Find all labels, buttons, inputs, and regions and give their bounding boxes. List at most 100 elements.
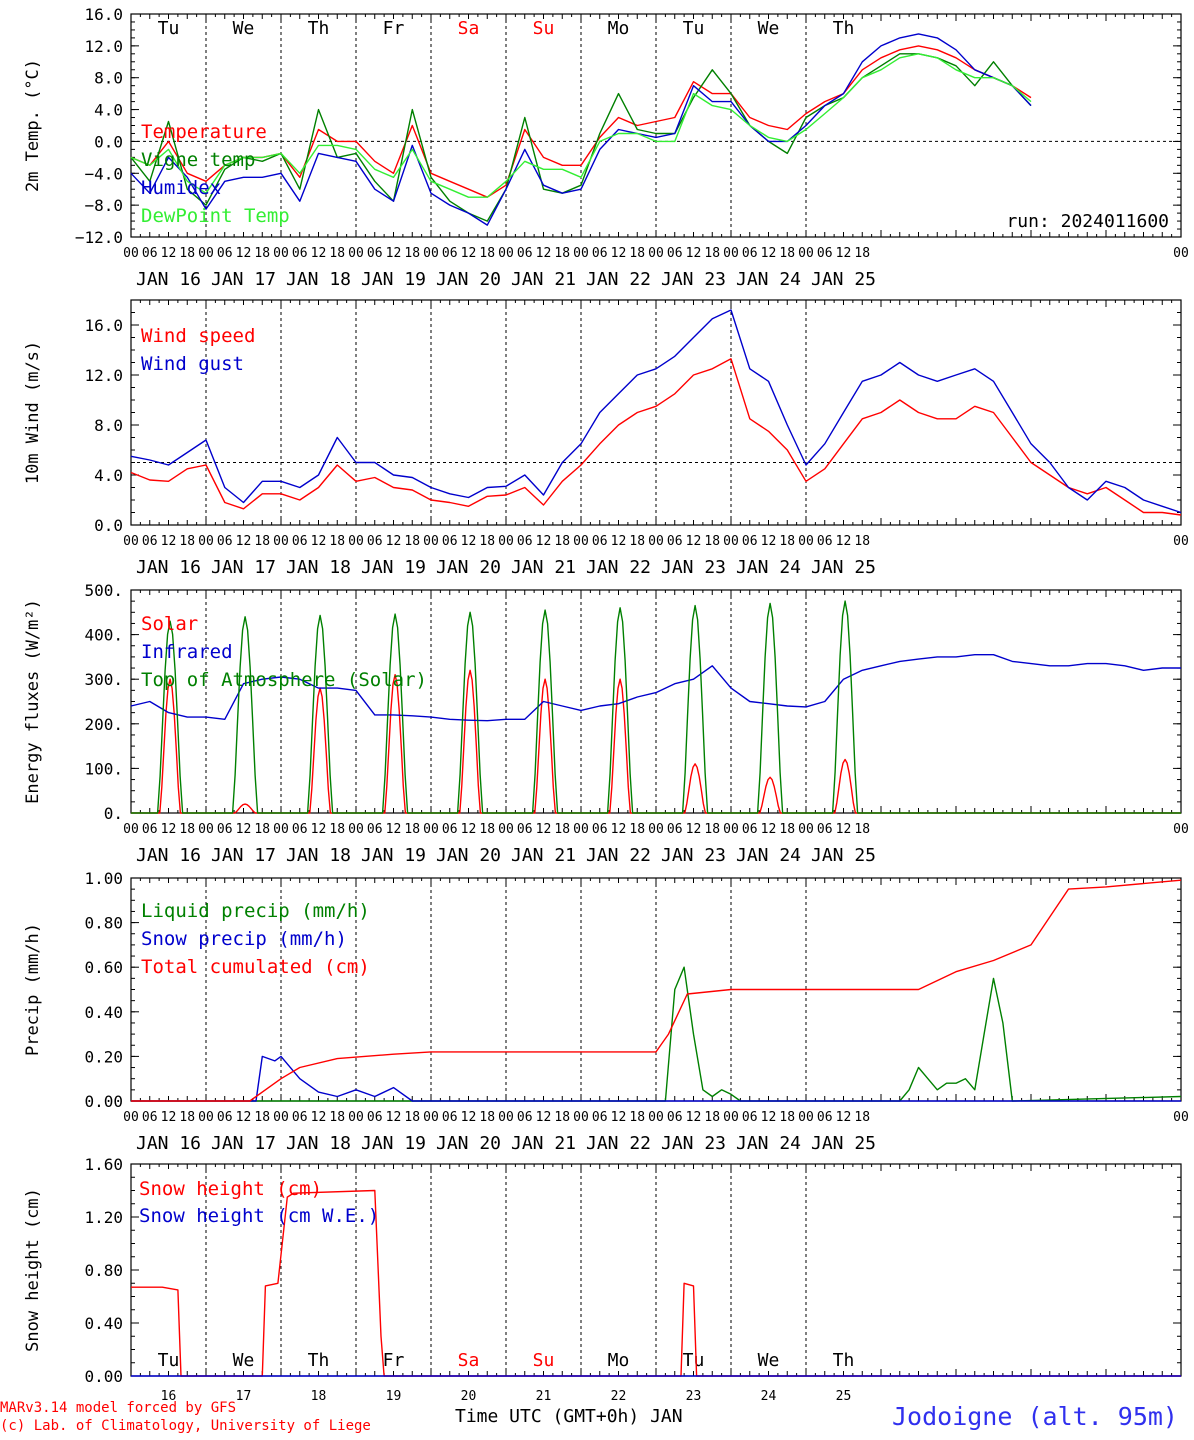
date-label: JAN 18 [286,269,351,290]
plot-frame [130,589,1182,814]
series-line-dewpoint-temp [130,53,1032,198]
hour-tick-label: 00 [573,1110,589,1125]
y-tick-label: 0.20 [84,1047,123,1066]
hour-tick-label: 06 [742,246,758,261]
hour-tick-label: 18 [704,246,720,261]
hour-tick-label: 12 [161,1110,177,1125]
weekday-label: Mo [608,18,630,39]
hour-tick-label: 00 [723,246,739,261]
y-axis-label: 10m Wind (m/s) [23,341,43,484]
hour-tick-label: 00 [198,822,214,837]
y-tick-label: 300. [84,670,123,689]
date-label: JAN 20 [436,845,501,866]
date-label: JAN 25 [811,1133,876,1154]
credit-line-model: MARv3.14 model forced by GFS [0,1400,237,1416]
hour-tick-label: 18 [554,1110,570,1125]
date-label: JAN 23 [661,269,726,290]
date-label: JAN 23 [661,1133,726,1154]
hour-tick-label: 12 [236,1110,252,1125]
date-label: JAN 21 [511,269,576,290]
hour-tick-label: 12 [236,534,252,549]
hour-tick-label: 12 [536,822,552,837]
hour-tick-label: 12 [836,1110,852,1125]
hour-tick-label: 06 [817,534,833,549]
date-label: JAN 16 [136,1133,201,1154]
hour-tick-label: 00 [123,534,139,549]
hour-tick-label: 00 [423,822,439,837]
hour-tick-label: 00 [348,1110,364,1125]
hour-tick-label: 18 [329,534,345,549]
hour-tick-label: 12 [386,1110,402,1125]
date-label: JAN 19 [361,1133,426,1154]
hour-tick-label: 12 [686,822,702,837]
hour-tick-label: 18 [254,1110,270,1125]
hour-tick-label: 00 [198,1110,214,1125]
weekday-label: Fr [383,1350,405,1371]
hour-tick-label: 06 [367,1110,383,1125]
date-label: JAN 22 [586,845,651,866]
date-label: JAN 17 [211,1133,276,1154]
legend-entry: Temperature [141,121,267,143]
hour-tick-label: 12 [236,246,252,261]
hour-tick-label: 18 [629,822,645,837]
y-tick-label: 1.60 [84,1155,123,1174]
date-label: JAN 20 [436,1133,501,1154]
weekday-label: Su [533,1350,555,1371]
hour-tick-label: 00 [648,534,664,549]
credit-line-copyright: (c) Lab. of Climatology, University of L… [0,1418,371,1434]
y-tick-label: 12.0 [84,37,123,56]
hour-tick-label: 00 [723,822,739,837]
hour-tick-label: 18 [629,246,645,261]
hour-tick-label: 00 [498,246,514,261]
hour-tick-label: 06 [292,1110,308,1125]
weekday-label: Su [533,18,555,39]
hour-tick-label: 06 [667,534,683,549]
y-axis-label: Energy fluxes (W/m²) [23,599,43,804]
hour-tick-label: 18 [179,822,195,837]
date-label: JAN 18 [286,1133,351,1154]
hour-tick-label: 06 [367,822,383,837]
hour-tick-label: 00 [123,246,139,261]
y-tick-label: 0. [104,804,123,823]
y-tick-label: 16.0 [84,5,123,24]
y-tick-label: 1.00 [84,869,123,888]
hour-tick-label: 06 [217,822,233,837]
legend-entry: DewPoint Temp [141,205,290,227]
date-label: JAN 20 [436,557,501,578]
weekday-label: Tu [683,1350,705,1371]
day-number-label: 23 [686,1389,702,1404]
day-number-label: 18 [311,1389,327,1404]
hour-tick-label: 00 [723,1110,739,1125]
y-tick-label: 0.0 [94,516,123,535]
date-label: JAN 22 [586,557,651,578]
weekday-label: Fr [383,18,405,39]
hour-tick-label: 12 [311,1110,327,1125]
hour-tick-label: 12 [836,534,852,549]
legend-entry: Total cumulated (cm) [141,956,370,978]
panel-1: −12.0 −8.0 −4.0 0.0 4.0 8.0 12.0 16.0 2m Temp. (… [23,5,1189,290]
date-label: JAN 21 [511,1133,576,1154]
hour-tick-label: 00 [798,1110,814,1125]
hour-tick-label: 00 [498,1110,514,1125]
hour-tick-label: 06 [442,1110,458,1125]
hour-tick-label: 00 [273,246,289,261]
hour-tick-label: 00 [348,534,364,549]
hour-tick-label: 00 [648,822,664,837]
x-axis-title: Time UTC (GMT+0h) JAN [455,1406,683,1427]
hour-tick-label: 00 [498,822,514,837]
hour-tick-label: 12 [536,534,552,549]
day-number-label: 19 [386,1389,402,1404]
day-number-label: 20 [461,1389,477,1404]
date-label: JAN 17 [211,845,276,866]
date-label: JAN 19 [361,269,426,290]
hour-tick-label: 18 [479,534,495,549]
date-label: JAN 19 [361,557,426,578]
hour-tick-label: 18 [704,822,720,837]
hour-tick-label: 18 [329,1110,345,1125]
legend-entry: Solar [141,613,198,635]
series-line-total-cumulated-cm [131,879,1182,1102]
y-tick-label: 8.0 [94,416,123,435]
hour-tick-label: 18 [554,534,570,549]
